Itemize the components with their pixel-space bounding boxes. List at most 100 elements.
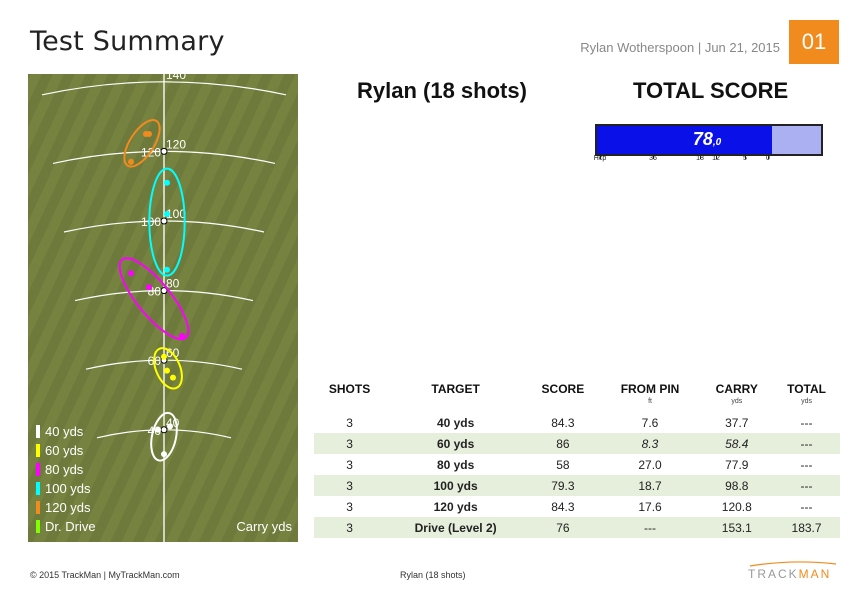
y-axis-label: Carry yds bbox=[236, 519, 292, 534]
legend-item: 60 yds bbox=[36, 441, 96, 460]
column-header-label: TOTAL bbox=[787, 382, 826, 396]
table-row: 3 40 yds 84.3 7.6 37.7 --- bbox=[314, 412, 840, 433]
dispersion-ellipse bbox=[123, 119, 161, 168]
legend-swatch bbox=[36, 501, 40, 514]
legend-label: 100 yds bbox=[45, 481, 91, 496]
column-unit: yds bbox=[731, 398, 743, 405]
shot-point bbox=[161, 353, 167, 360]
cell-shots: 3 bbox=[346, 499, 353, 514]
table-row: 3 Drive (Level 2) 76 --- 153.1 183.7 bbox=[314, 517, 840, 538]
shot-point bbox=[164, 367, 170, 374]
shot-point bbox=[170, 374, 176, 381]
legend-label: 40 yds bbox=[45, 424, 84, 439]
player-date-label: Rylan Wotherspoon | Jun 21, 2015 bbox=[580, 40, 780, 55]
cell-from-pin: 18.7 bbox=[599, 475, 701, 496]
cell-score: 84.3 bbox=[551, 499, 575, 514]
scale-tick bbox=[653, 154, 654, 159]
cell-shots: 3 bbox=[314, 433, 386, 454]
legend-item: Dr. Drive bbox=[36, 517, 96, 536]
table-header-row: SHOTS TARGET SCORE FROM PIN ft CARRY yds TOTAL y… bbox=[314, 382, 840, 412]
cell-target: 100 yds bbox=[385, 475, 527, 496]
cell-shots: 3 bbox=[346, 457, 353, 472]
cell-total: --- bbox=[800, 499, 813, 514]
target-pin bbox=[160, 426, 168, 434]
cell-carry: 58.4 bbox=[700, 433, 774, 454]
cell-total: --- bbox=[773, 475, 840, 496]
table-row: 3 120 yds 84.3 17.6 120.8 --- bbox=[314, 496, 840, 517]
legend-label: Dr. Drive bbox=[45, 519, 96, 534]
dispersion-ellipse bbox=[118, 257, 190, 341]
cell-target: 120 yds bbox=[433, 499, 478, 514]
column-header-label: FROM PIN bbox=[620, 382, 680, 396]
legend-swatch bbox=[36, 463, 40, 476]
dispersion-ellipse bbox=[153, 347, 183, 390]
cell-total: --- bbox=[800, 457, 813, 472]
cell-carry: 120.8 bbox=[721, 499, 752, 514]
column-header-label: SHOTS bbox=[328, 382, 371, 396]
target-pin bbox=[160, 147, 168, 155]
shot-point bbox=[146, 284, 152, 291]
cell-from-pin: 8.3 bbox=[599, 433, 701, 454]
shot-point bbox=[128, 270, 134, 277]
column-header: TARGET bbox=[385, 382, 526, 412]
scale-label: 18 bbox=[696, 155, 704, 162]
cell-score: 84.3 bbox=[551, 415, 575, 430]
legend-item: 100 yds bbox=[36, 479, 96, 498]
cell-from-pin: 17.6 bbox=[638, 499, 662, 514]
distance-tick-label: 80 bbox=[166, 277, 180, 291]
scale-label: 12 bbox=[712, 155, 720, 162]
total-score-fill bbox=[597, 126, 772, 154]
cell-carry: 77.9 bbox=[725, 457, 749, 472]
footer-session: Rylan (18 shots) bbox=[400, 570, 466, 580]
legend-label: 60 yds bbox=[45, 443, 84, 458]
cell-target: 80 yds bbox=[436, 457, 475, 472]
total-score-bar: 78,0 bbox=[595, 124, 823, 156]
column-header-label: TARGET bbox=[431, 382, 480, 396]
cell-carry: 98.8 bbox=[700, 475, 774, 496]
cell-target: 40 yds bbox=[436, 415, 475, 430]
scale-tick bbox=[745, 154, 746, 159]
cell-score: 79.3 bbox=[526, 475, 600, 496]
shot-point bbox=[155, 426, 161, 433]
target-pin bbox=[160, 287, 168, 295]
column-unit: ft bbox=[648, 398, 652, 405]
footer-copyright: © 2015 TrackMan | MyTrackMan.com bbox=[30, 570, 180, 580]
shot-point bbox=[128, 158, 134, 165]
scale-label: Hcp bbox=[593, 155, 607, 162]
column-unit: yds bbox=[801, 398, 812, 405]
handicap-scale: Hcp 36 18 12 5 0 bbox=[593, 150, 823, 166]
legend-swatch bbox=[36, 520, 40, 533]
target-label: 100 bbox=[141, 215, 161, 229]
page-number-badge: 01 bbox=[789, 20, 839, 64]
scale-tick bbox=[700, 154, 701, 159]
cell-from-pin: --- bbox=[599, 517, 701, 538]
cell-from-pin: 7.6 bbox=[641, 415, 659, 430]
legend-label: 120 yds bbox=[45, 500, 91, 515]
shot-point bbox=[164, 179, 170, 186]
cell-shots: 3 bbox=[314, 517, 386, 538]
scale-label: 5 bbox=[743, 155, 747, 162]
column-header: TOTAL yds bbox=[773, 382, 840, 412]
total-score-heading: TOTAL SCORE bbox=[633, 78, 789, 103]
column-header: CARRY yds bbox=[700, 382, 773, 412]
page-title: Test Summary bbox=[30, 26, 225, 57]
cell-from-pin: 27.0 bbox=[638, 457, 662, 472]
shot-point bbox=[164, 211, 170, 218]
distance-arc bbox=[41, 81, 287, 96]
scale-tick bbox=[600, 154, 601, 159]
dispersion-plot: 406080100120140160406080100120 bbox=[41, 74, 287, 542]
shot-point bbox=[146, 131, 152, 137]
scale-label: 36 bbox=[649, 155, 657, 162]
legend-swatch bbox=[36, 425, 40, 438]
legend-item: 40 yds bbox=[36, 422, 96, 441]
shot-point bbox=[179, 332, 185, 339]
cell-total: 183.7 bbox=[773, 517, 840, 538]
column-header: SCORE bbox=[526, 382, 599, 412]
shot-point bbox=[167, 423, 173, 430]
cell-total: --- bbox=[800, 415, 813, 430]
cell-target: Drive (Level 2) bbox=[385, 517, 527, 538]
scale-tick bbox=[768, 154, 769, 159]
cell-total: --- bbox=[773, 433, 840, 454]
chart-legend: 40 yds 60 yds 80 yds 100 yds 120 yds Dr. Driv… bbox=[36, 422, 96, 536]
cell-carry: 37.7 bbox=[725, 415, 749, 430]
